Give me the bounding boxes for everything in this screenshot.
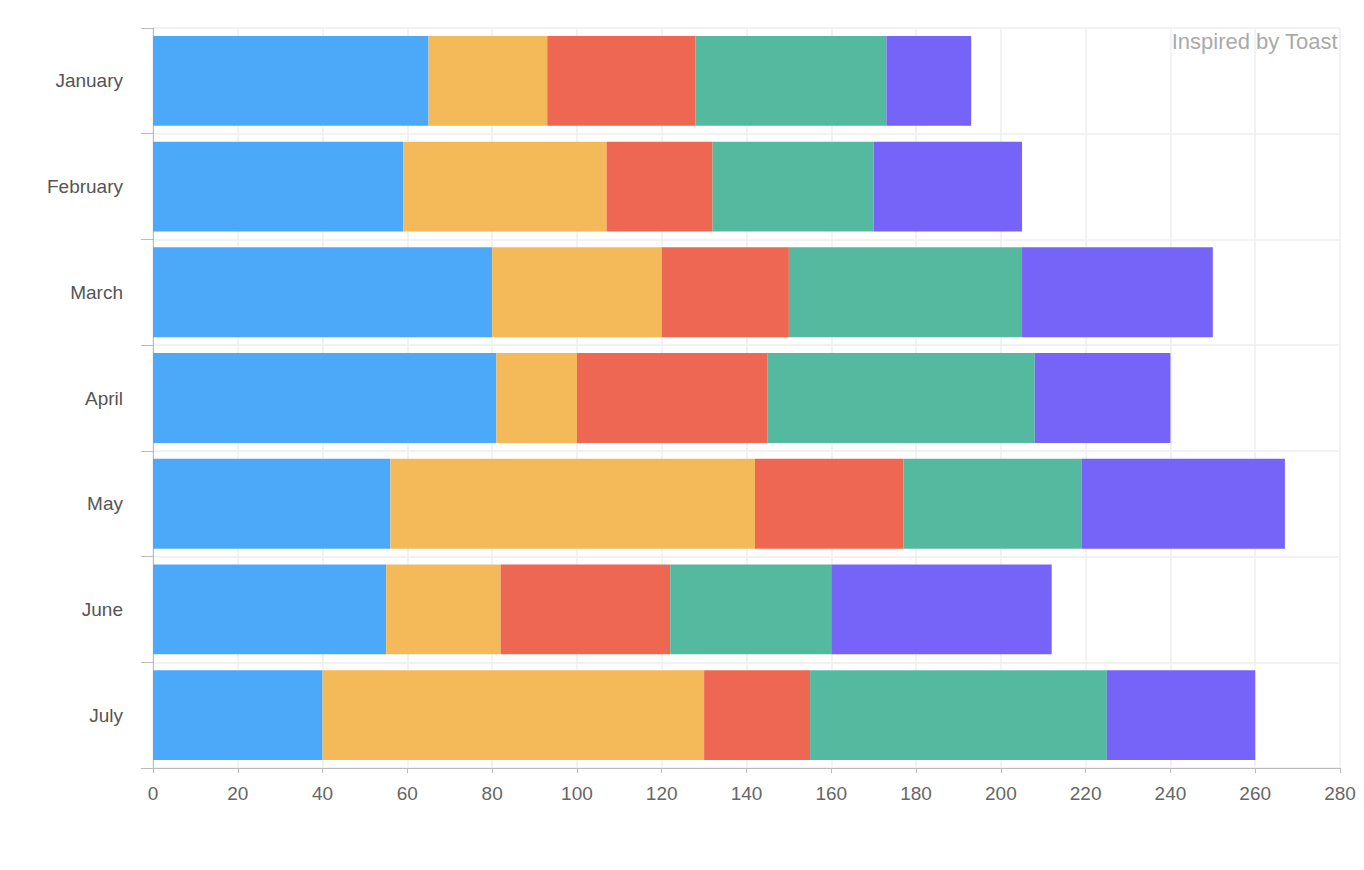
svg-text:80: 80 xyxy=(482,783,503,804)
svg-text:40: 40 xyxy=(312,783,333,804)
svg-text:180: 180 xyxy=(900,783,932,804)
svg-text:100: 100 xyxy=(561,783,593,804)
svg-text:140: 140 xyxy=(731,783,763,804)
svg-text:260: 260 xyxy=(1239,783,1271,804)
svg-text:Inspired by Toast: Inspired by Toast xyxy=(1171,28,1338,54)
svg-text:March: March xyxy=(70,282,123,303)
svg-text:June: June xyxy=(82,599,123,620)
svg-text:280: 280 xyxy=(1324,783,1356,804)
svg-text:20: 20 xyxy=(227,783,248,804)
svg-text:0: 0 xyxy=(148,783,159,804)
svg-text:200: 200 xyxy=(985,783,1017,804)
svg-text:220: 220 xyxy=(1070,783,1102,804)
svg-text:May: May xyxy=(87,493,123,514)
svg-text:60: 60 xyxy=(397,783,418,804)
svg-text:January: January xyxy=(55,70,123,91)
svg-text:160: 160 xyxy=(815,783,847,804)
svg-text:240: 240 xyxy=(1155,783,1187,804)
svg-text:April: April xyxy=(85,388,123,409)
svg-text:120: 120 xyxy=(646,783,678,804)
svg-text:February: February xyxy=(47,176,124,197)
svg-text:July: July xyxy=(89,705,123,726)
